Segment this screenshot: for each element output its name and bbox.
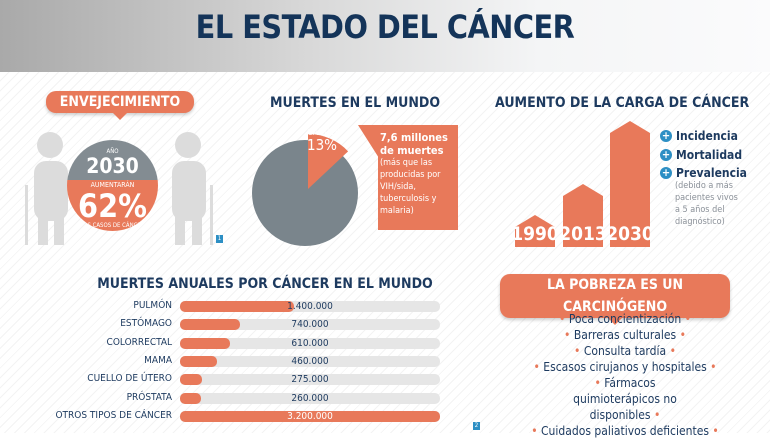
poverty-item: • Cuidados paliativos deficientes • <box>531 424 719 438</box>
legend-prevalencia: + Prevalencia <box>660 166 747 180</box>
bar-track <box>180 392 440 404</box>
plus-icon: + <box>660 129 672 142</box>
bar-track <box>180 355 440 367</box>
chart-title: MUERTES ANUALES POR CÁNCER EN EL MUNDO <box>97 276 433 292</box>
legend-label: Mortalidad <box>676 148 743 162</box>
aging-heading: ENVEJECIMIENTO <box>46 91 194 120</box>
callout-text: 7,6 millones de muertes (más que las pro… <box>366 131 456 217</box>
bar-value-label: 740.000 <box>291 319 329 331</box>
burden-bar-2030: 2030 <box>610 121 650 247</box>
increase-percent: 62% <box>78 187 147 225</box>
bar-value-label: 460.000 <box>291 355 329 367</box>
bar-3 <box>180 355 218 367</box>
poverty-item: • Fármacos quimioterápicos no disponible… <box>573 376 677 422</box>
bar-track <box>180 374 440 386</box>
bar-value-label: 275.000 <box>291 374 329 386</box>
legend-mortalidad: + Mortalidad <box>660 148 742 162</box>
bar-4 <box>180 374 203 386</box>
bar-category-label: COLORRECTAL <box>106 336 172 348</box>
header-banner <box>0 0 770 72</box>
plus-icon: + <box>660 148 672 161</box>
pie-slice-cancer <box>308 134 349 189</box>
poverty-item: • Poca concientización • <box>559 312 691 326</box>
bar-track <box>180 337 440 349</box>
bar-value-label: 3.200.000 <box>287 410 333 422</box>
poverty-item: • Consulta tardía • <box>574 344 676 358</box>
increase-label: AUMENTARÁN <box>90 181 135 189</box>
bar-1 <box>180 319 241 331</box>
bar-0 <box>180 301 294 312</box>
year-value: 2030 <box>86 154 139 178</box>
deaths-pie-chart <box>252 134 358 246</box>
aging-circle: AÑO 2030 AUMENTARÁN 62% LOS CASOS DE CÁN… <box>67 140 158 231</box>
bar-category-label: CUELLO DE ÚTERO <box>87 373 172 385</box>
page-title: EL ESTADO DEL CÁNCER <box>195 8 575 46</box>
poverty-list: • Poca concientización • • Barreras cult… <box>500 311 750 439</box>
deaths-world-heading: MUERTES EN EL MUNDO <box>269 95 441 111</box>
legend-incidencia: + Incidencia <box>660 129 738 143</box>
poverty-item: • Escasos cirujanos y hospitales • <box>533 360 717 374</box>
elderly-silhouettes-icon <box>25 132 213 245</box>
plus-icon: + <box>660 166 672 179</box>
burden-heading: AUMENTO DE LA CARGA DE CÁNCER <box>495 95 750 111</box>
legend-label: Prevalencia <box>676 166 747 180</box>
footnote-1: 1 <box>216 235 223 243</box>
slice-label: CÁNCER <box>307 128 341 138</box>
burden-bar-2013: 2013 <box>563 184 603 247</box>
bar-category-label: ESTÓMAGO <box>120 318 172 330</box>
callout-detail: (más que las producidas por VIH/sida, tu… <box>380 158 441 216</box>
prevalence-note: (debido a más pacientes vivos a 5 años d… <box>675 181 738 227</box>
bar-5 <box>180 392 202 404</box>
bar-category-label: MAMA <box>144 354 172 366</box>
slice-percent: 13% <box>307 136 337 154</box>
year-label: AÑO <box>106 148 119 155</box>
bar-value-label: 260.000 <box>291 392 329 404</box>
bar-category-label: PRÓSTATA <box>126 391 172 403</box>
bar-value-label: 610.000 <box>291 337 329 349</box>
callout-bold: 7,6 millones de muertes <box>380 131 448 157</box>
bar-track <box>180 301 440 312</box>
bar-category-label: PULMÓN <box>133 300 172 311</box>
bar-track <box>180 319 440 331</box>
poverty-heading: LA POBREZA ES UN CARCINÓGENO <box>500 274 730 325</box>
bar-value-label: 1.400.000 <box>287 301 333 312</box>
bar-6 <box>180 410 440 422</box>
footnote-2: 2 <box>473 422 480 430</box>
aging-caption: LOS CASOS DE CÁNCER <box>80 222 145 229</box>
legend-label: Incidencia <box>676 129 738 143</box>
bar-2 <box>180 337 230 349</box>
poverty-item: • Barreras culturales • <box>564 328 686 342</box>
bar-category-label: OTROS TIPOS DE CÁNCER <box>55 409 172 421</box>
